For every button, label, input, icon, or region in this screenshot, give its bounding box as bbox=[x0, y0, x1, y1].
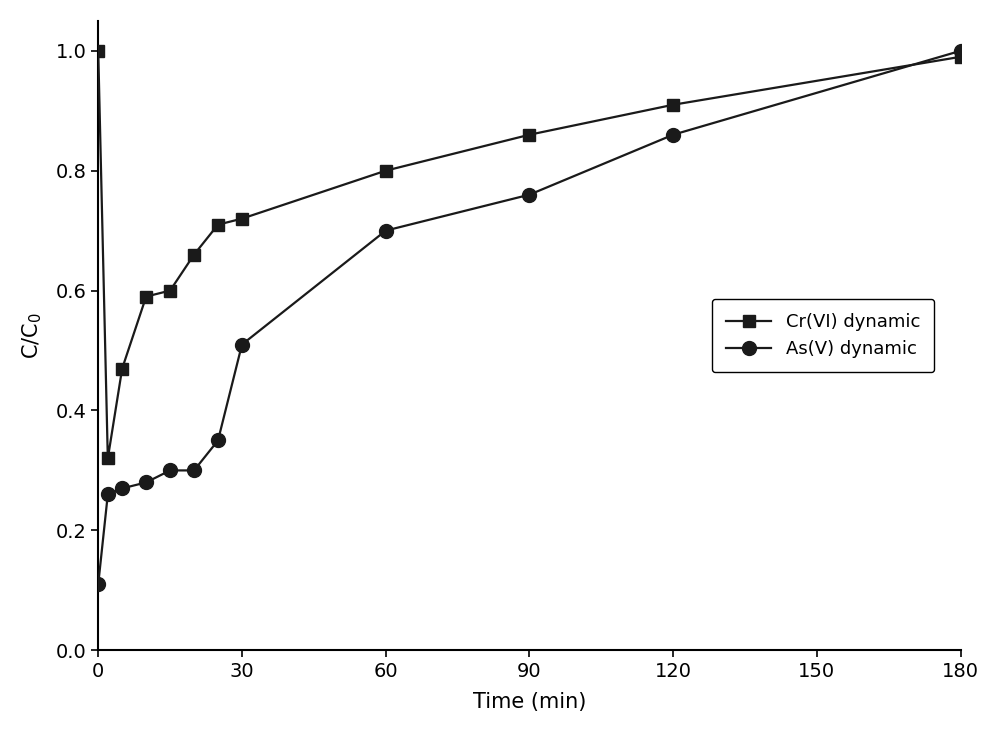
As(V) dynamic bbox=[102, 490, 114, 498]
As(V) dynamic bbox=[236, 340, 248, 349]
As(V) dynamic bbox=[955, 46, 967, 55]
Y-axis label: C/C$_0$: C/C$_0$ bbox=[21, 312, 44, 359]
Cr(VI) dynamic bbox=[92, 46, 104, 55]
As(V) dynamic bbox=[164, 466, 176, 475]
Line: As(V) dynamic: As(V) dynamic bbox=[91, 44, 968, 592]
As(V) dynamic bbox=[380, 226, 392, 235]
Cr(VI) dynamic bbox=[164, 286, 176, 295]
Cr(VI) dynamic bbox=[212, 220, 224, 229]
Cr(VI) dynamic bbox=[140, 292, 152, 301]
As(V) dynamic bbox=[212, 436, 224, 445]
Cr(VI) dynamic bbox=[523, 130, 535, 139]
Cr(VI) dynamic bbox=[236, 214, 248, 223]
Legend: Cr(VI) dynamic, As(V) dynamic: Cr(VI) dynamic, As(V) dynamic bbox=[712, 298, 934, 372]
Cr(VI) dynamic bbox=[667, 100, 679, 109]
As(V) dynamic bbox=[188, 466, 200, 475]
As(V) dynamic bbox=[116, 484, 128, 493]
Cr(VI) dynamic bbox=[188, 250, 200, 259]
X-axis label: Time (min): Time (min) bbox=[473, 692, 586, 712]
Line: Cr(VI) dynamic: Cr(VI) dynamic bbox=[93, 45, 966, 464]
Cr(VI) dynamic bbox=[380, 166, 392, 175]
Cr(VI) dynamic bbox=[102, 454, 114, 463]
As(V) dynamic bbox=[92, 580, 104, 589]
Cr(VI) dynamic bbox=[116, 364, 128, 373]
As(V) dynamic bbox=[523, 191, 535, 199]
Cr(VI) dynamic bbox=[955, 52, 967, 61]
As(V) dynamic bbox=[140, 478, 152, 487]
As(V) dynamic bbox=[667, 130, 679, 139]
